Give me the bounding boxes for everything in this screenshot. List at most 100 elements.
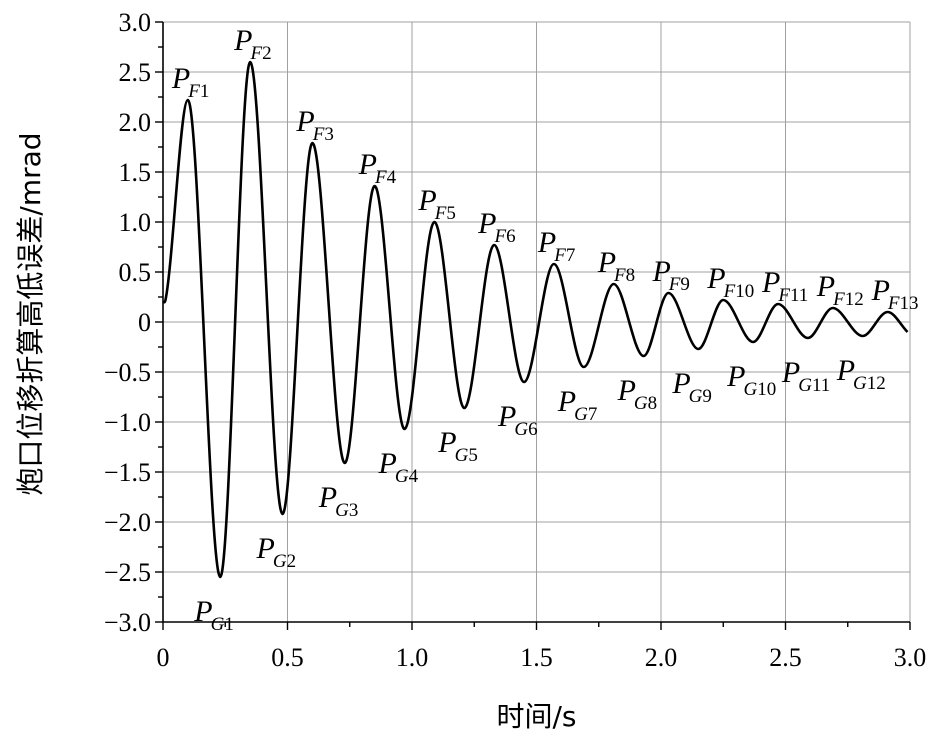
- label-subscript: F: [832, 289, 845, 310]
- label-subscript: F: [249, 43, 262, 64]
- peak-label: PF2: [233, 24, 271, 64]
- label-main: P: [256, 532, 275, 565]
- axes: [155, 21, 911, 630]
- label-index: 3: [349, 500, 359, 521]
- label-subscript: F: [434, 203, 447, 224]
- label-main: P: [378, 447, 397, 480]
- label-main: P: [781, 356, 800, 389]
- label-subscript: G: [273, 551, 287, 572]
- peak-label: PF6: [477, 207, 515, 247]
- label-subscript: G: [211, 614, 225, 635]
- label-subscript: F: [493, 226, 506, 247]
- label-main: P: [557, 385, 576, 418]
- y-tick-label: −2.5: [104, 558, 151, 587]
- label-index: 3: [324, 124, 334, 145]
- grid-lines: [163, 21, 911, 622]
- valley-label: PG4: [378, 447, 419, 487]
- label-main: P: [295, 105, 314, 138]
- peak-label: PF1: [171, 62, 209, 102]
- label-subscript: F: [613, 265, 626, 286]
- label-index: 11: [812, 375, 830, 396]
- y-tick-label: −0.5: [104, 358, 151, 387]
- x-tick-label: 1.0: [396, 643, 429, 672]
- label-subscript: G: [634, 393, 648, 414]
- label-index: 11: [790, 285, 808, 306]
- label-index: 13: [900, 293, 919, 314]
- y-tick-label: 2.0: [119, 108, 152, 137]
- label-subscript: F: [374, 167, 387, 188]
- y-axis-title: 炮口位移折算高低误差/mrad: [14, 132, 47, 495]
- label-main: P: [497, 400, 516, 433]
- peak-label: PF7: [537, 226, 575, 266]
- label-index: 7: [588, 404, 598, 425]
- label-index: 6: [528, 419, 538, 440]
- label-subscript: F: [777, 285, 790, 306]
- label-index: 5: [446, 203, 456, 224]
- label-subscript: F: [312, 124, 325, 145]
- y-tick-label: −1.0: [104, 408, 151, 437]
- label-main: P: [617, 374, 636, 407]
- label-index: 10: [735, 281, 754, 302]
- label-index: 2: [262, 43, 272, 64]
- label-main: P: [318, 481, 337, 514]
- label-main: P: [477, 207, 496, 240]
- label-index: 8: [648, 393, 658, 414]
- label-main: P: [651, 255, 670, 288]
- label-index: 10: [757, 379, 776, 400]
- valley-label: PG3: [318, 481, 359, 521]
- label-subscript: F: [553, 245, 566, 266]
- label-main: P: [437, 426, 456, 459]
- label-subscript: G: [853, 373, 867, 394]
- valley-label: PG7: [557, 385, 598, 425]
- label-subscript: G: [743, 379, 757, 400]
- peak-label: PF5: [417, 184, 455, 224]
- label-index: 4: [387, 167, 397, 188]
- valley-label: PG2: [256, 532, 297, 572]
- x-tick-label: 0.5: [271, 643, 304, 672]
- tick-labels: 3.0 2.5 2.0 1.5 1.0 0.5 0 −0.5 −1.0 −1.5 −2.0 −2.5 −…: [104, 8, 926, 672]
- label-main: P: [726, 360, 745, 393]
- label-main: P: [836, 354, 855, 387]
- label-index: 12: [845, 289, 864, 310]
- peak-label: PF8: [597, 246, 635, 286]
- label-main: P: [417, 184, 436, 217]
- label-main: P: [358, 148, 377, 181]
- y-tick-label: 1.0: [119, 208, 152, 237]
- label-index: 12: [867, 373, 886, 394]
- valley-label: PG8: [617, 374, 658, 414]
- valley-label: PG9: [671, 367, 712, 407]
- label-index: 4: [409, 466, 419, 487]
- label-main: P: [816, 270, 835, 303]
- y-tick-label: 3.0: [119, 8, 152, 37]
- valley-label: PG12: [836, 354, 886, 394]
- label-main: P: [761, 266, 780, 299]
- label-index: 2: [287, 551, 297, 572]
- label-index: 9: [680, 274, 690, 295]
- x-tick-label: 2.5: [769, 643, 802, 672]
- label-main: P: [597, 246, 616, 279]
- y-tick-label: 0.5: [119, 258, 152, 287]
- label-main: P: [233, 24, 252, 57]
- peak-label: PF3: [295, 105, 333, 145]
- y-tick-label: 2.5: [119, 58, 152, 87]
- peak-label: PF4: [358, 148, 397, 188]
- label-subscript: F: [187, 81, 200, 102]
- valley-label: PG6: [497, 400, 538, 440]
- y-tick-label: −2.0: [104, 508, 151, 537]
- label-index: 6: [506, 226, 516, 247]
- y-tick-label: 1.5: [119, 158, 152, 187]
- label-index: 9: [702, 386, 712, 407]
- label-index: 8: [626, 265, 636, 286]
- label-subscript: G: [514, 419, 528, 440]
- label-subscript: G: [689, 386, 703, 407]
- label-index: 1: [200, 81, 210, 102]
- valley-label: PG11: [781, 356, 830, 396]
- label-main: P: [171, 62, 190, 95]
- valley-label: PG1: [193, 595, 234, 635]
- x-tick-label: 3.0: [894, 643, 927, 672]
- label-subscript: F: [668, 274, 681, 295]
- x-tick-label: 0: [157, 643, 170, 672]
- label-index: 1: [224, 614, 234, 635]
